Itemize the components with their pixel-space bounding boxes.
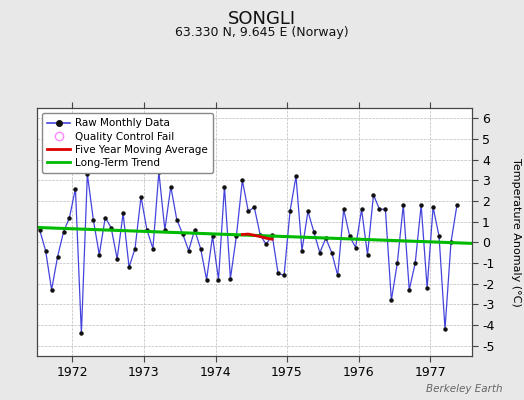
Text: Berkeley Earth: Berkeley Earth (427, 384, 503, 394)
Y-axis label: Temperature Anomaly (°C): Temperature Anomaly (°C) (511, 158, 521, 306)
Legend: Raw Monthly Data, Quality Control Fail, Five Year Moving Average, Long-Term Tren: Raw Monthly Data, Quality Control Fail, … (42, 113, 213, 173)
Text: SONGLI: SONGLI (228, 10, 296, 28)
Text: 63.330 N, 9.645 E (Norway): 63.330 N, 9.645 E (Norway) (175, 26, 349, 39)
